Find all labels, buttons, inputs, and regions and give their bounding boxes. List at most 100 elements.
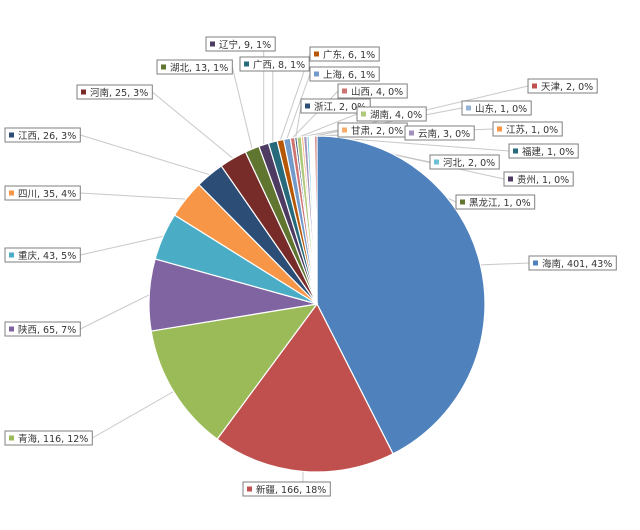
data-label-box — [242, 481, 331, 497]
data-label-box — [508, 143, 579, 159]
data-label-text: 重庆, 43, 5% — [18, 250, 76, 262]
leader-line-6 — [80, 192, 186, 200]
legend-key-marker — [497, 126, 502, 132]
legend-key-marker — [342, 127, 347, 133]
data-label-box — [300, 98, 371, 114]
data-label-2: 新疆, 166, 18% — [242, 481, 331, 497]
data-label-text: 海南, 401, 43% — [542, 258, 612, 270]
data-labels: 海南, 401, 43% 新疆, 166, 18% 青海, 116, 12% 陕西, … — [4, 36, 617, 497]
legend-key-marker — [81, 89, 86, 95]
leader-line-17 — [302, 129, 339, 138]
legend-key-marker — [9, 190, 14, 196]
data-label-box — [429, 154, 500, 170]
data-label-text: 四川, 35, 4% — [18, 189, 76, 200]
data-label-3: 青海, 116, 12% — [4, 430, 93, 446]
data-label-19: 河北, 2, 0% — [429, 154, 500, 170]
data-label-box — [356, 106, 427, 122]
data-label-text: 甘肃, 2, 0% — [351, 125, 403, 137]
leader-line-9 — [231, 66, 253, 150]
pie-slices — [148, 135, 486, 473]
data-label-text: 江苏, 1, 0% — [506, 124, 558, 136]
data-label-box — [503, 171, 574, 187]
data-label-text: 浙江, 2, 0% — [314, 101, 366, 113]
pie-slice-3 — [150, 303, 319, 440]
legend-key-marker — [434, 159, 439, 165]
data-label-box — [528, 255, 617, 271]
leader-line-7 — [80, 134, 210, 176]
legend-key-marker — [409, 130, 414, 136]
data-label-box — [4, 185, 81, 201]
legend-key-marker — [161, 64, 166, 70]
data-label-text: 陕西, 65, 7% — [18, 324, 76, 336]
data-label-text: 贵州, 1, 0% — [517, 174, 569, 186]
legend-key-marker — [9, 435, 14, 441]
pie-slice-2 — [216, 302, 394, 473]
leader-line-1 — [480, 262, 530, 266]
pie-slice-1 — [316, 135, 486, 455]
legend-key-marker — [9, 326, 14, 332]
data-label-box — [4, 127, 81, 143]
data-label-box — [76, 84, 153, 100]
leader-line-16 — [298, 113, 358, 138]
data-label-text: 福建, 1, 0% — [522, 146, 574, 158]
data-label-box — [4, 321, 81, 337]
data-label-box — [239, 56, 310, 72]
data-label-box — [337, 83, 408, 99]
data-label-text: 山东, 1, 0% — [475, 103, 527, 115]
data-label-text: 山西, 4, 0% — [351, 87, 403, 98]
legend-key-marker — [342, 88, 347, 94]
data-label-box — [156, 59, 233, 75]
data-label-5: 重庆, 43, 5% — [4, 247, 81, 263]
data-label-box — [527, 78, 598, 94]
data-label-box — [492, 121, 563, 137]
data-label-box — [309, 66, 380, 82]
data-label-text: 青海, 116, 12% — [18, 433, 88, 445]
legend-key-marker — [210, 41, 215, 47]
data-label-24: 山东, 1, 0% — [461, 100, 532, 116]
data-label-18: 云南, 3, 0% — [404, 125, 475, 141]
data-label-text: 辽宁, 9, 1% — [219, 39, 271, 51]
leader-line-5 — [80, 235, 164, 256]
leader-line-13 — [286, 73, 311, 139]
data-label-text: 天津, 2, 0% — [541, 82, 593, 93]
legend-key-marker — [9, 252, 14, 258]
data-label-25: 天津, 2, 0% — [527, 78, 598, 94]
data-label-text: 湖南, 4, 0% — [370, 109, 422, 121]
data-label-13: 上海, 6, 1% — [309, 66, 380, 82]
legend-key-marker — [314, 51, 319, 57]
legend-key-marker — [314, 71, 319, 77]
data-label-10: 辽宁, 9, 1% — [205, 36, 276, 52]
data-label-text: 广东, 6, 1% — [323, 49, 375, 61]
data-label-text: 云南, 3, 0% — [418, 128, 470, 140]
data-label-21: 黑龙江, 1, 0% — [455, 194, 536, 210]
data-label-23: 江苏, 1, 0% — [492, 121, 563, 137]
data-label-15: 浙江, 2, 0% — [300, 98, 371, 114]
data-label-1: 海南, 401, 43% — [528, 255, 617, 271]
data-label-text: 湖北, 13, 1% — [170, 63, 228, 74]
legend-key-marker — [533, 260, 538, 266]
leader-line-8 — [151, 91, 234, 159]
data-label-14: 山西, 4, 0% — [337, 83, 408, 99]
legend-key-marker — [532, 83, 537, 89]
data-label-text: 新疆, 166, 18% — [256, 484, 326, 496]
data-label-11: 广西, 8, 1% — [239, 56, 310, 72]
leader-line-4 — [80, 294, 150, 330]
data-label-4: 陕西, 65, 7% — [4, 321, 81, 337]
data-label-text: 江西, 26, 3% — [18, 131, 76, 142]
data-label-7: 江西, 26, 3% — [4, 127, 81, 143]
data-label-17: 甘肃, 2, 0% — [337, 122, 408, 138]
legend-key-marker — [305, 103, 310, 109]
data-label-20: 贵州, 1, 0% — [503, 171, 574, 187]
data-label-text: 河南, 25, 3% — [90, 87, 148, 99]
data-label-box — [205, 36, 276, 52]
data-label-box — [455, 194, 536, 210]
legend-key-marker — [508, 176, 513, 182]
legend-key-marker — [247, 486, 252, 492]
data-label-box — [309, 46, 380, 62]
data-label-box — [404, 125, 475, 141]
data-label-9: 湖北, 13, 1% — [156, 59, 233, 75]
leader-line-15 — [295, 105, 302, 138]
data-label-text: 上海, 6, 1% — [323, 69, 375, 81]
data-label-text: 广西, 8, 1% — [253, 59, 305, 71]
